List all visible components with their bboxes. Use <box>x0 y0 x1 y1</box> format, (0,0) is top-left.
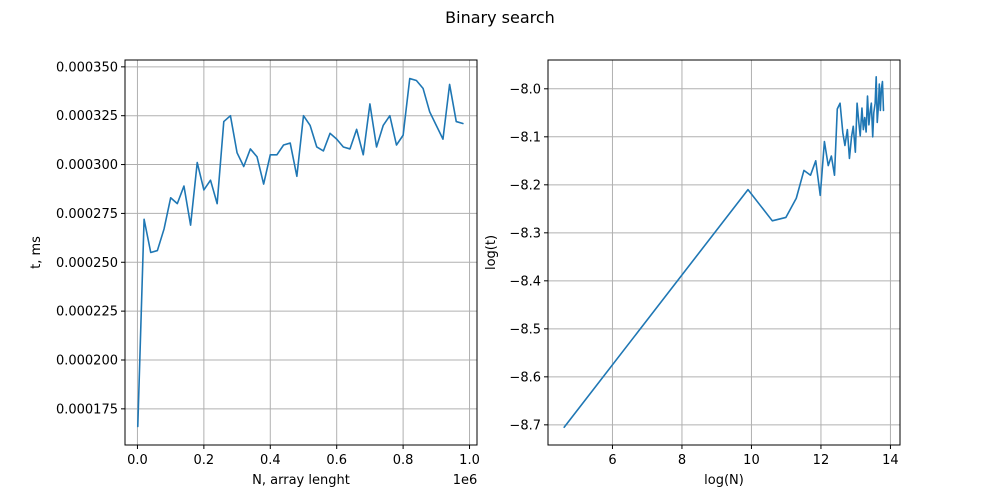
y-tick-label: 0.000250 <box>56 256 118 271</box>
y-tick-label: 0.000225 <box>56 305 118 320</box>
y-tick-label: −8.2 <box>509 178 541 193</box>
y-tick-label: −8.3 <box>509 226 541 241</box>
y-tick-label: 0.000325 <box>56 109 118 124</box>
x-axis-offset-label: 1e6 <box>453 473 478 488</box>
y-tick-label: −8.0 <box>509 82 541 97</box>
y-axis-label: t, ms <box>29 236 44 269</box>
y-tick-label: 0.000275 <box>56 207 118 222</box>
x-tick-label: 0.0 <box>127 453 148 468</box>
x-tick-label: 0.2 <box>194 453 215 468</box>
x-axis-label: log(N) <box>704 473 744 488</box>
y-axis-label: log(t) <box>484 235 499 270</box>
x-tick-label: 14 <box>882 453 899 468</box>
y-tick-label: 0.000200 <box>56 353 118 368</box>
x-tick-label: 0.4 <box>260 453 281 468</box>
right-chart: 6 8 10 12 14 −8.7 −8.6 −8.5 −8.4 −8.3 −8.2 −8.1 −8.0… <box>484 59 901 488</box>
x-tick-label: 6 <box>608 453 616 468</box>
y-tick-label: −8.1 <box>509 130 541 145</box>
left-chart: 0.0 0.2 0.4 0.6 0.8 1.0 0.000175 0.000200 0.0002… <box>29 59 480 488</box>
plot-frame <box>124 59 478 446</box>
x-tick-label: 0.6 <box>326 453 347 468</box>
y-tick-label: −8.7 <box>509 418 541 433</box>
data-series-line <box>563 76 885 429</box>
figure-title: Binary search <box>445 8 555 27</box>
x-tick-label: 12 <box>813 453 830 468</box>
x-tick-label: 8 <box>678 453 686 468</box>
y-tick-label: −8.5 <box>509 322 541 337</box>
y-tick-label: −8.4 <box>509 274 541 289</box>
plot-frame <box>547 59 901 446</box>
x-axis-label: N, array lenght <box>252 473 350 488</box>
y-tick-label: −8.6 <box>509 370 541 385</box>
y-tick-label: 0.000300 <box>56 158 118 173</box>
x-tick-label: 1.0 <box>459 453 480 468</box>
x-tick-label: 10 <box>743 453 760 468</box>
y-tick-label: 0.000175 <box>56 402 118 417</box>
y-tick-label: 0.000350 <box>56 60 118 75</box>
x-tick-label: 0.8 <box>393 453 414 468</box>
data-series-line <box>136 77 464 428</box>
